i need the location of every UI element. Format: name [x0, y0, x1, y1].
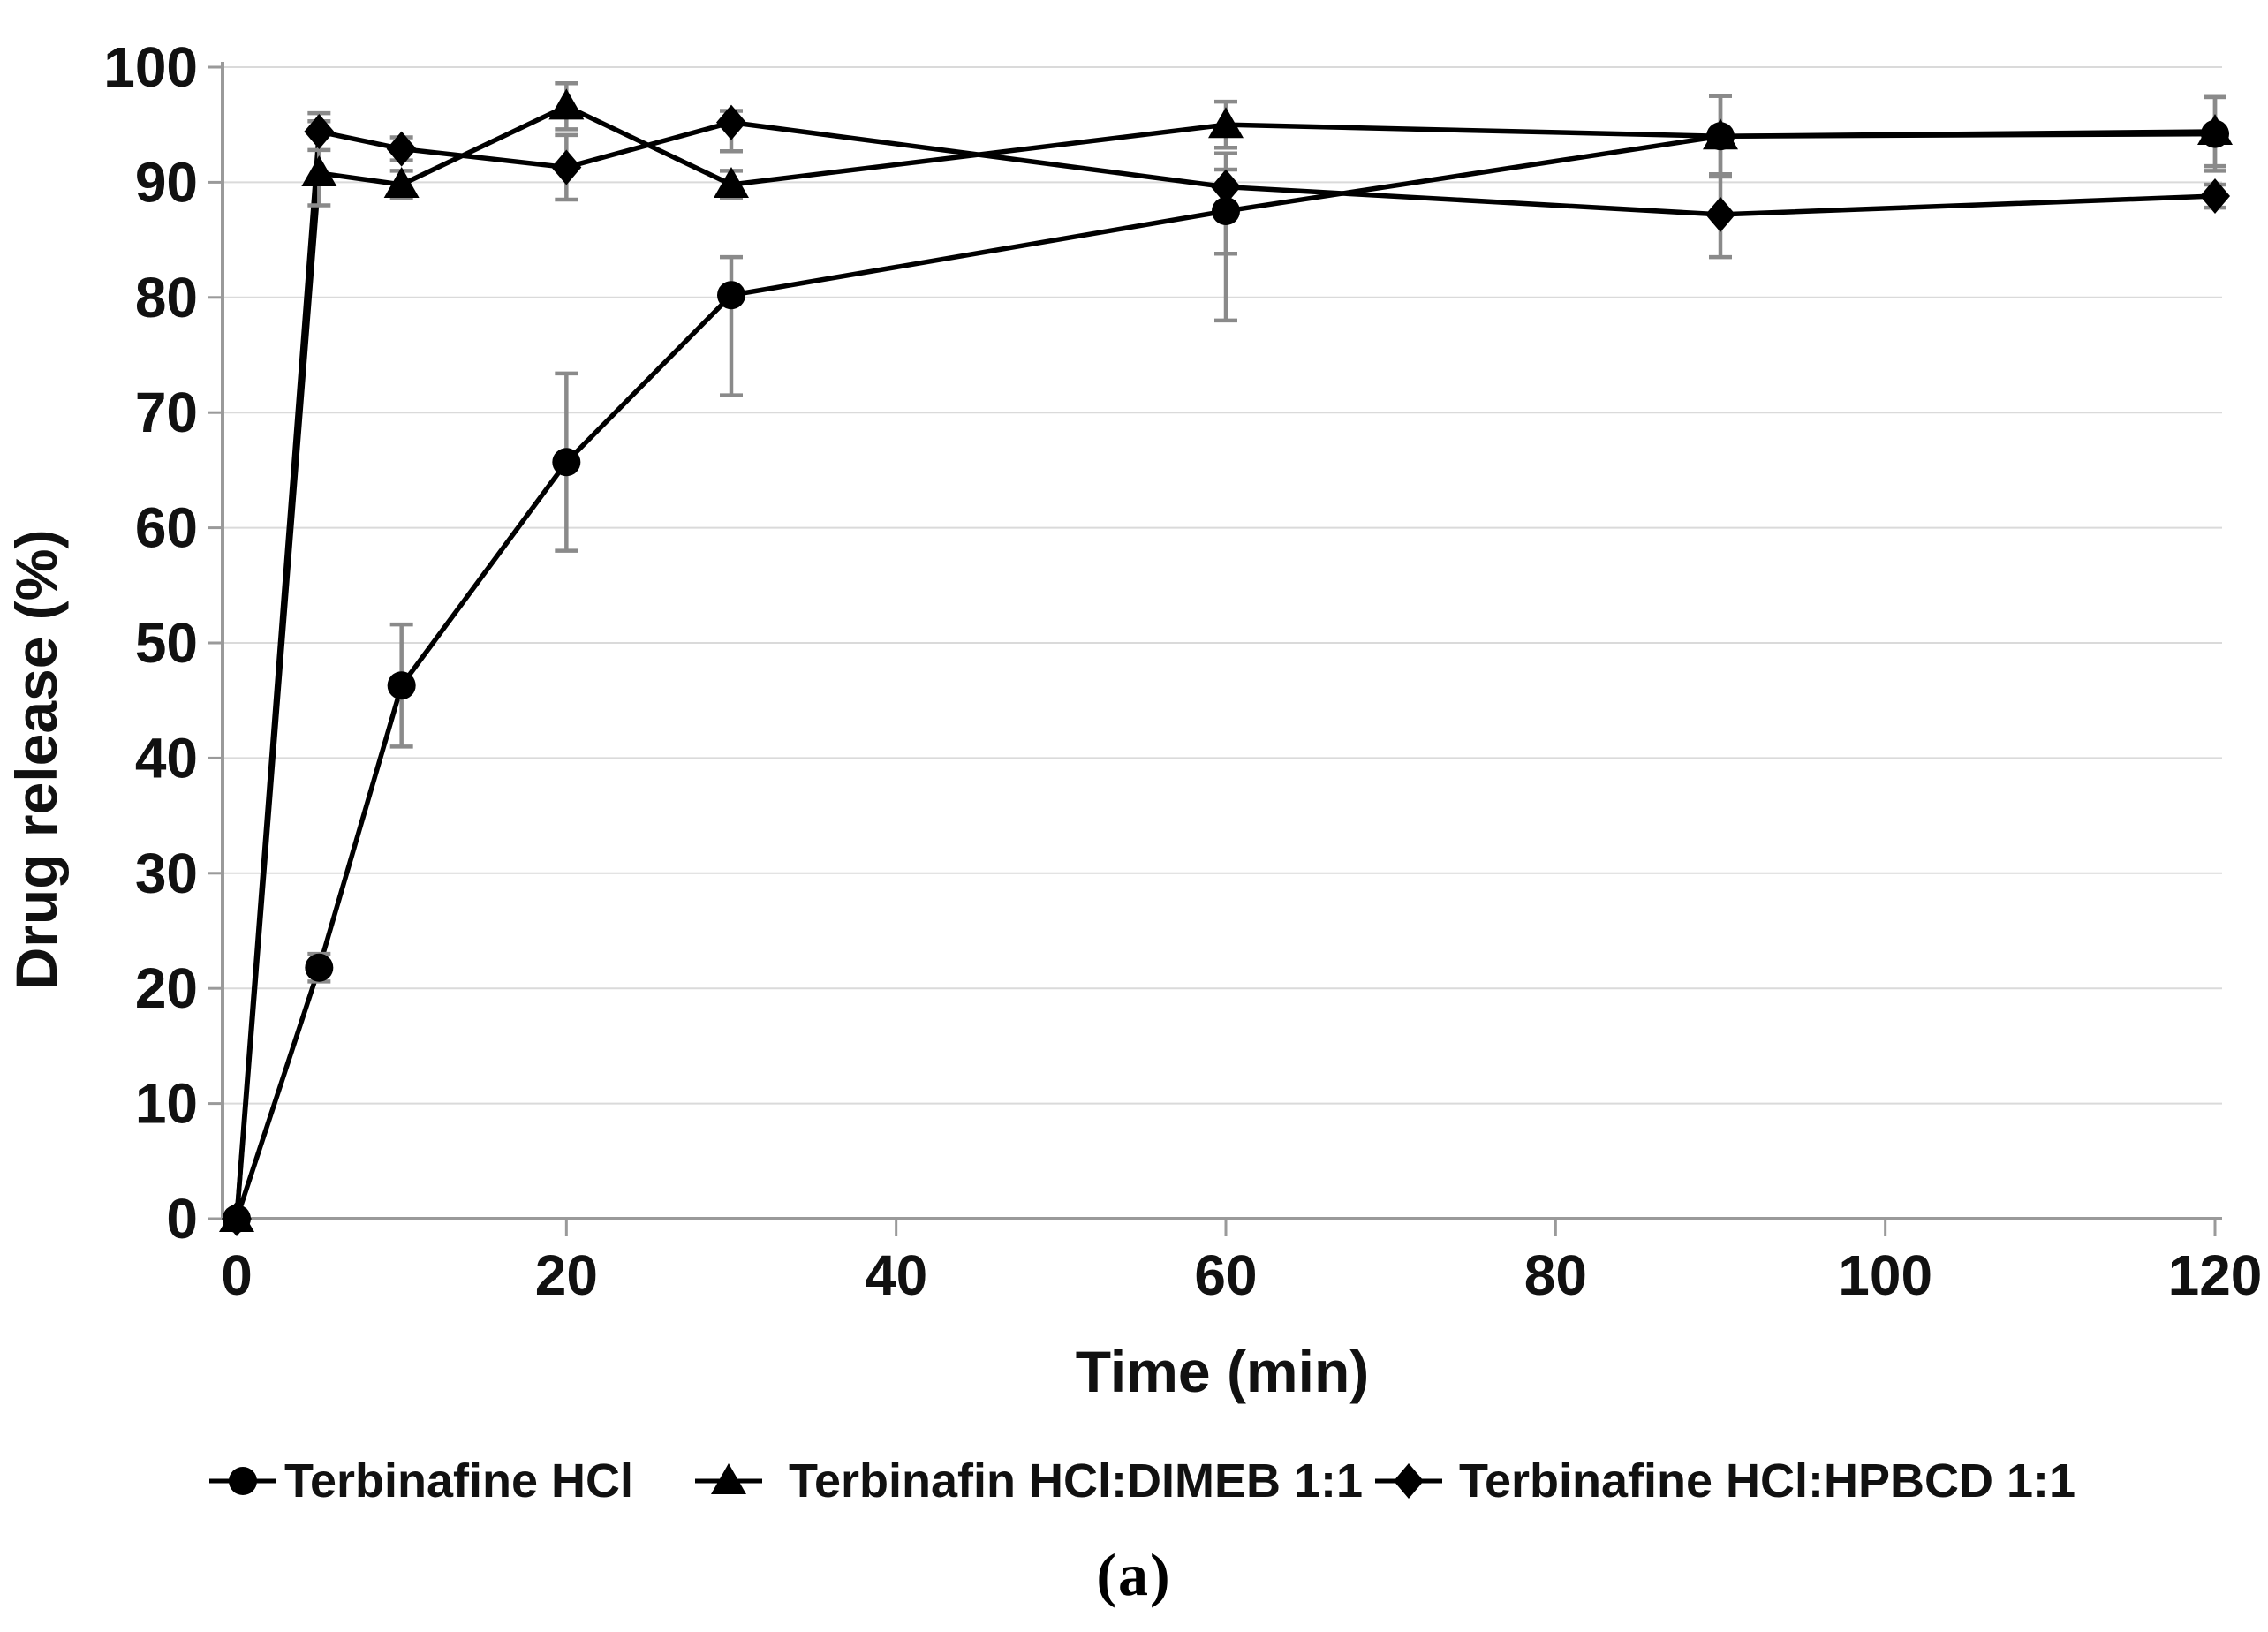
- y-tick-label-80: 80: [135, 266, 198, 329]
- series-1-point-90-triangle-marker: [1703, 118, 1738, 150]
- y-tick-label-70: 70: [135, 381, 198, 444]
- series-2-point-20-diamond-marker: [551, 149, 582, 185]
- series-2-point-30-diamond-marker: [716, 104, 746, 140]
- x-tick-label-40: 40: [865, 1243, 927, 1307]
- series-2-point-60-diamond-marker: [1211, 169, 1241, 205]
- y-tick-label-0: 0: [166, 1187, 198, 1250]
- series-1-point-60-triangle-marker: [1208, 107, 1244, 139]
- series-0-point-30-circle-marker: [717, 281, 745, 310]
- series-0-point-20-circle-marker: [552, 448, 581, 477]
- series-2-point-90-diamond-marker: [1705, 196, 1735, 232]
- y-tick-label-60: 60: [135, 496, 198, 560]
- series-1-point-120-triangle-marker: [2197, 114, 2233, 146]
- x-tick-label-60: 60: [1194, 1243, 1257, 1307]
- x-axis-title: Time (min): [1076, 1339, 1369, 1404]
- series-0-point-5-circle-marker: [305, 953, 334, 982]
- x-tick-label-0: 0: [221, 1243, 253, 1307]
- legend-label-1: Terbinafin HCl:DIMEB 1:1: [789, 1454, 1363, 1507]
- drug-release-line-chart: 0 10 20 30 40 50 60 70 80 90 100 0 20 40 60 80 100 120 Tim…: [4, 35, 2263, 1507]
- y-tick-label-10: 10: [135, 1072, 198, 1136]
- x-tick-label-20: 20: [535, 1243, 598, 1307]
- series-1-point-5-triangle-marker: [301, 155, 337, 186]
- series-1-point-10-triangle-marker: [383, 167, 420, 199]
- series-line-2: [234, 119, 2216, 1220]
- y-tick-label-90: 90: [135, 150, 198, 214]
- x-tick-label-100: 100: [1838, 1243, 1932, 1307]
- legend-label-0: Terbinafine HCl: [284, 1454, 633, 1507]
- legend-2-diamond-marker: [1394, 1463, 1424, 1499]
- series-2-point-5-diamond-marker: [304, 114, 335, 150]
- y-tick-label-20: 20: [135, 956, 198, 1020]
- legend-1-triangle-marker: [711, 1463, 746, 1494]
- series-1-point-30-triangle-marker: [714, 167, 749, 199]
- y-tick-label-50: 50: [135, 611, 198, 675]
- legend-0-circle-marker: [229, 1467, 257, 1495]
- series-2-point-120-diamond-marker: [2200, 178, 2230, 215]
- series-2-point-10-diamond-marker: [386, 131, 417, 167]
- y-tick-label-40: 40: [135, 726, 198, 790]
- y-tick-label-30: 30: [135, 842, 198, 905]
- series-line-0: [234, 131, 2216, 1220]
- series-0-point-10-circle-marker: [387, 671, 416, 700]
- figure-caption: (a): [1096, 1541, 1172, 1608]
- series-0-point-60-circle-marker: [1212, 197, 1240, 225]
- y-tick-label-100: 100: [103, 35, 198, 99]
- series-1-point-20-triangle-marker: [548, 88, 585, 120]
- x-tick-label-80: 80: [1524, 1243, 1587, 1307]
- x-tick-label-120: 120: [2168, 1243, 2263, 1307]
- legend-label-2: Terbinafine HCl:HPBCD 1:1: [1459, 1454, 2075, 1507]
- y-axis-title: Drug release (%): [4, 530, 69, 990]
- series-2-point-0-diamond-marker: [222, 1201, 252, 1236]
